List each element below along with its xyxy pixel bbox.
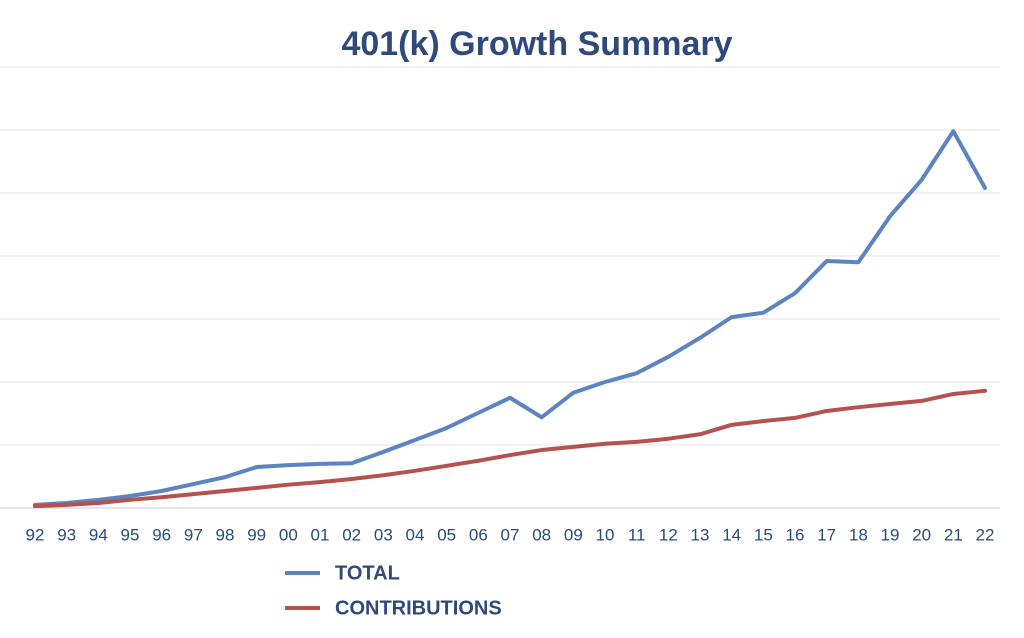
x-tick-label: 08 [532, 525, 551, 544]
x-tick-label: 19 [881, 525, 900, 544]
x-tick-label: 21 [944, 525, 963, 544]
x-tick-label: 95 [121, 525, 140, 544]
x-tick-label: 03 [374, 525, 393, 544]
x-tick-label: 14 [722, 525, 741, 544]
x-tick-label: 01 [311, 525, 330, 544]
x-tick-label: 97 [184, 525, 203, 544]
x-tick-label: 93 [57, 525, 76, 544]
x-tick-label: 10 [596, 525, 615, 544]
x-tick-label: 11 [628, 525, 646, 544]
x-tick-label: 09 [564, 525, 583, 544]
x-tick-label: 92 [26, 525, 45, 544]
x-tick-label: 98 [216, 525, 235, 544]
x-tick-label: 13 [691, 525, 710, 544]
x-tick-label: 99 [247, 525, 266, 544]
x-tick-label: 06 [469, 525, 488, 544]
x-tick-label: 04 [406, 525, 425, 544]
series-line [33, 388, 987, 509]
x-tick-label: 18 [849, 525, 868, 544]
x-tick-label: 00 [279, 525, 298, 544]
x-tick-label: 15 [754, 525, 773, 544]
x-tick-label: 16 [786, 525, 805, 544]
x-tick-label: 17 [817, 525, 836, 544]
x-tick-label: 05 [437, 525, 456, 544]
x-tick-label: 12 [659, 525, 678, 544]
x-tick-label: 02 [342, 525, 361, 544]
x-tick-label: 96 [152, 525, 171, 544]
x-tick-label: 94 [89, 525, 108, 544]
legend-label: TOTAL [335, 562, 400, 584]
legend-label: CONTRIBUTIONS [335, 597, 502, 619]
x-tick-label: 22 [976, 525, 995, 544]
series-line [33, 129, 987, 507]
x-tick-label: 07 [501, 525, 520, 544]
chart-title: 401(k) Growth Summary [341, 25, 732, 63]
x-tick-label: 20 [912, 525, 931, 544]
